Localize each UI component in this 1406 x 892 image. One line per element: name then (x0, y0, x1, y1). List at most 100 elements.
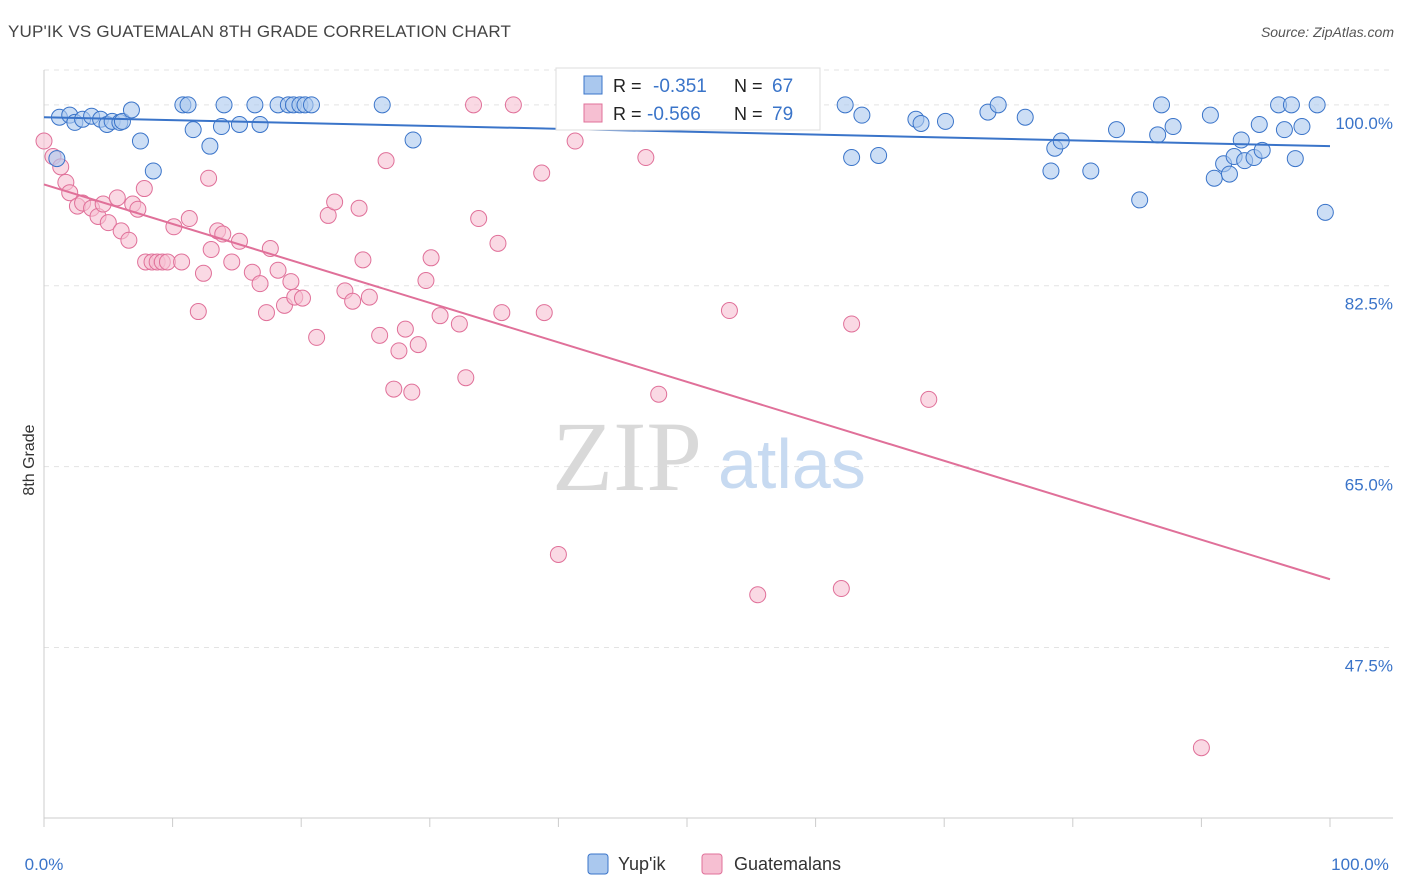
point-yupik (122, 101, 140, 119)
point-guatemalan (450, 315, 468, 333)
point-guatemalan (409, 336, 427, 354)
point-guatemalan (457, 369, 475, 387)
point-guatemalan (189, 303, 207, 321)
point-yupik (1082, 162, 1100, 180)
point-guatemalan (344, 292, 362, 310)
bottom-legend-label-yupik: Yup'ik (618, 854, 666, 874)
y-tick-label: 65.0% (1345, 476, 1393, 495)
point-yupik (1282, 96, 1300, 114)
x-tick-label-max: 100.0% (1331, 855, 1389, 874)
point-yupik (131, 132, 149, 150)
point-guatemalan (920, 390, 938, 408)
x-tick-label-min: 0.0% (25, 855, 64, 874)
point-yupik (179, 96, 197, 114)
point-guatemalan (293, 289, 311, 307)
point-guatemalan (180, 210, 198, 228)
point-guatemalan (417, 272, 435, 290)
point-yupik (251, 115, 269, 133)
point-yupik (1042, 162, 1060, 180)
point-guatemalan (257, 304, 275, 322)
point-yupik (1016, 108, 1034, 126)
point-yupik (1131, 191, 1149, 209)
source-label: Source: ZipAtlas.com (1260, 24, 1394, 40)
watermark-atlas: atlas (718, 425, 866, 503)
point-yupik (1275, 121, 1293, 139)
point-guatemalan (749, 586, 767, 604)
point-guatemalan (832, 580, 850, 598)
watermark-zip: ZIP (552, 401, 702, 512)
point-guatemalan (489, 234, 507, 252)
point-guatemalan (504, 96, 522, 114)
point-guatemalan (720, 302, 738, 320)
legend-swatch-yupik (583, 75, 603, 95)
trend-lines (43, 116, 1331, 581)
bottom-legend: Yup'ik Guatemalans (587, 853, 841, 875)
point-guatemalan (371, 326, 389, 344)
point-guatemalan (535, 304, 553, 322)
point-yupik (1220, 165, 1238, 183)
point-yupik (1201, 106, 1219, 124)
point-guatemalan (843, 315, 861, 333)
point-guatemalan (533, 164, 551, 182)
legend-n-label-2: N = (734, 104, 763, 124)
point-yupik (373, 96, 391, 114)
point-yupik (936, 112, 954, 130)
bottom-legend-swatch-guatemalan (701, 853, 723, 875)
point-guatemalan (129, 200, 147, 218)
point-yupik (230, 115, 248, 133)
trend-line-yupik (43, 116, 1331, 148)
point-guatemalan (269, 261, 287, 279)
point-guatemalan (549, 545, 567, 563)
point-yupik (246, 96, 264, 114)
point-yupik (184, 121, 202, 139)
point-yupik (1286, 150, 1304, 168)
point-yupik (843, 149, 861, 167)
scatter-points (35, 96, 1334, 757)
point-yupik (212, 118, 230, 136)
point-guatemalan (385, 380, 403, 398)
legend-n-value-1: 67 (772, 76, 793, 97)
point-yupik (302, 96, 320, 114)
point-guatemalan (308, 328, 326, 346)
legend-swatch-guatemalan (583, 103, 603, 123)
point-yupik (1153, 96, 1171, 114)
bottom-legend-label-guatemalan: Guatemalans (734, 854, 841, 874)
point-yupik (1250, 115, 1268, 133)
point-yupik (989, 96, 1007, 114)
point-yupik (1316, 203, 1334, 221)
point-guatemalan (422, 249, 440, 267)
point-guatemalan (637, 149, 655, 167)
point-guatemalan (650, 385, 668, 403)
point-yupik (1108, 121, 1126, 139)
point-guatemalan (360, 288, 378, 306)
point-yupik (836, 96, 854, 114)
point-guatemalan (158, 253, 176, 271)
point-guatemalan (566, 132, 584, 150)
x-ticks (43, 818, 1331, 827)
legend-r-label-2: R = (613, 104, 642, 124)
point-yupik (1253, 141, 1271, 159)
point-guatemalan (99, 214, 117, 232)
point-guatemalan (396, 320, 414, 338)
point-guatemalan (431, 307, 449, 325)
point-guatemalan (200, 169, 218, 187)
y-tick-label: 47.5% (1345, 656, 1393, 675)
legend-r-label-1: R = (613, 76, 642, 96)
point-guatemalan (35, 132, 53, 150)
y-tick-label: 82.5% (1345, 295, 1393, 314)
point-guatemalan (493, 304, 511, 322)
point-yupik (870, 146, 888, 164)
legend-n-label-1: N = (734, 76, 763, 96)
point-guatemalan (120, 231, 138, 249)
point-yupik (201, 137, 219, 155)
point-yupik (113, 112, 131, 130)
grid (44, 69, 1393, 648)
point-yupik (1149, 126, 1167, 144)
point-guatemalan (108, 189, 126, 207)
point-guatemalan (194, 264, 212, 282)
y-axis-title: 8th Grade (21, 424, 38, 495)
chart-title: YUP'IK VS GUATEMALAN 8TH GRADE CORRELATI… (8, 22, 512, 41)
legend-r-value-2: -0.566 (647, 104, 701, 125)
point-yupik (144, 162, 162, 180)
